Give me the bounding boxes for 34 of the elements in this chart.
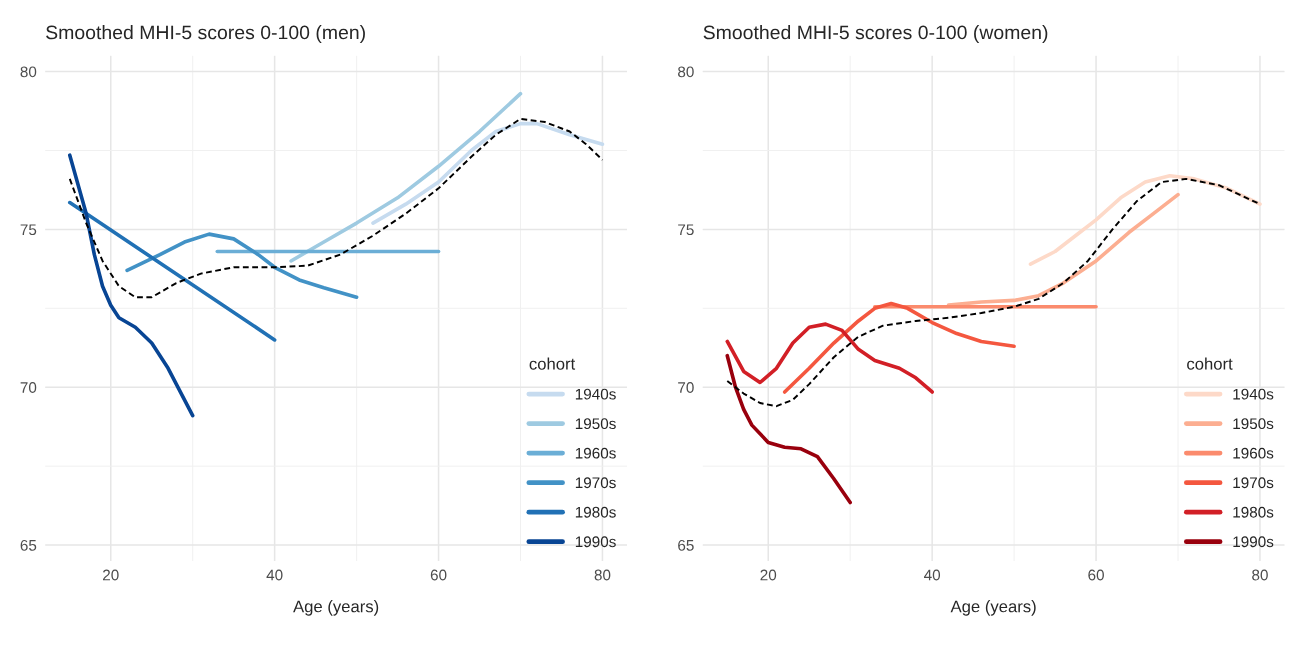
x-tick-label: 80	[1252, 569, 1268, 581]
legend-title: cohort	[529, 357, 576, 370]
legend-label: 1980s	[1233, 506, 1274, 518]
y-tick-label: 65	[678, 539, 694, 551]
x-tick-label: 60	[430, 569, 447, 581]
x-tick-label: 20	[103, 569, 119, 581]
legend-label: 1940s	[1233, 388, 1274, 400]
legend-label: 1940s	[575, 388, 616, 400]
x-axis-title: Age (years)	[950, 600, 1036, 616]
x-tick-label: 60	[1088, 569, 1104, 581]
legend-label: 1980s	[575, 506, 616, 518]
y-tick-label: 75	[678, 224, 694, 236]
legend-label: 1960s	[1233, 447, 1274, 459]
y-tick-label: 65	[20, 539, 37, 551]
legend-label: 1990s	[575, 536, 616, 548]
y-tick-label: 80	[20, 66, 37, 78]
legend-label: 1990s	[1233, 536, 1274, 548]
legend-label: 1950s	[575, 418, 616, 430]
chart-title: Smoothed MHI-5 scores 0-100 (men)	[46, 25, 365, 44]
legend-label: 1950s	[1233, 418, 1274, 430]
chart-title: Smoothed MHI-5 scores 0-100 (women)	[703, 25, 1048, 44]
y-tick-label: 70	[20, 382, 37, 393]
y-tick-label: 75	[20, 224, 37, 236]
x-tick-label: 20	[760, 569, 777, 581]
x-tick-label: 40	[924, 569, 941, 581]
legend-title: cohort	[1187, 357, 1233, 370]
legend-label: 1970s	[575, 477, 616, 489]
x-tick-label: 80	[594, 569, 611, 581]
legend-label: 1960s	[575, 447, 616, 459]
x-tick-label: 40	[266, 569, 283, 581]
y-tick-label: 70	[678, 382, 694, 393]
y-tick-label: 80	[678, 66, 694, 78]
legend-label: 1970s	[1233, 477, 1274, 489]
x-axis-title: Age (years)	[293, 600, 379, 616]
